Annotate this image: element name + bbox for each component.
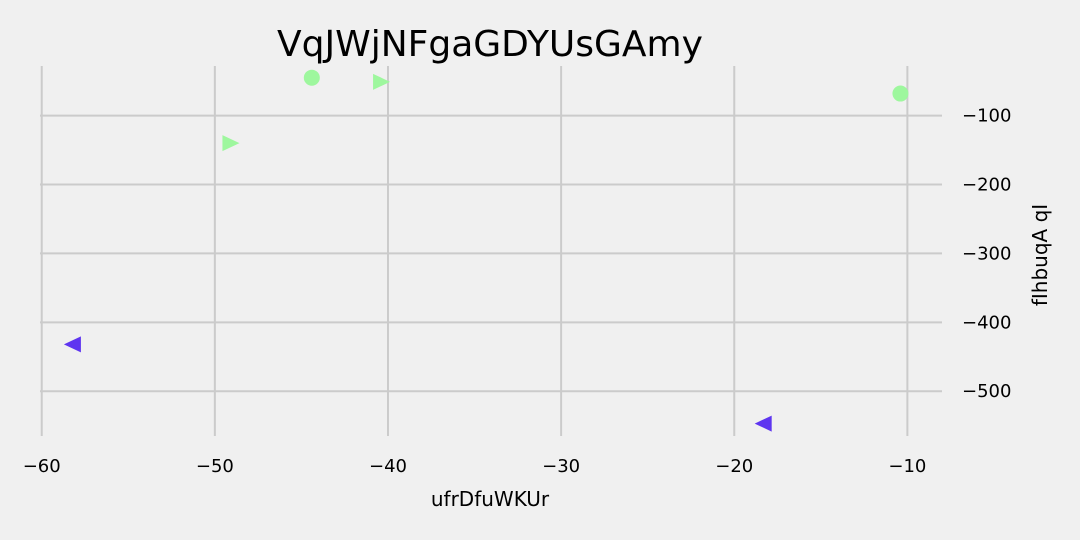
x-ticks: −60 −50 −40 −30 −20 −10 — [23, 456, 927, 477]
x-tick-label: −50 — [196, 456, 234, 477]
y-tick-label: −500 — [962, 381, 1011, 402]
data-point — [303, 69, 320, 86]
x-tick-label: −60 — [23, 456, 61, 477]
x-tick-label: −20 — [715, 456, 753, 477]
y-tick-label: −300 — [962, 243, 1011, 264]
x-tick-label: −30 — [542, 456, 580, 477]
data-point — [63, 336, 81, 353]
y-tick-label: −100 — [962, 106, 1011, 127]
data-points — [63, 69, 909, 432]
chart-title: VqJWjNFgaGDYUsGAmy — [277, 24, 703, 65]
y-axis-label: fIhbuqA qI — [1028, 204, 1052, 306]
y-tick-label: −400 — [962, 312, 1011, 333]
grid — [40, 66, 942, 436]
data-point — [222, 135, 240, 152]
data-point — [892, 85, 909, 102]
data-point — [754, 415, 772, 432]
x-tick-label: −10 — [888, 456, 926, 477]
y-tick-label: −200 — [962, 175, 1011, 196]
x-axis-label: ufrDfuWKUr — [431, 487, 550, 511]
y-ticks: −100 −200 −300 −400 −500 — [962, 106, 1011, 403]
data-point — [373, 73, 391, 90]
x-tick-label: −40 — [369, 456, 407, 477]
